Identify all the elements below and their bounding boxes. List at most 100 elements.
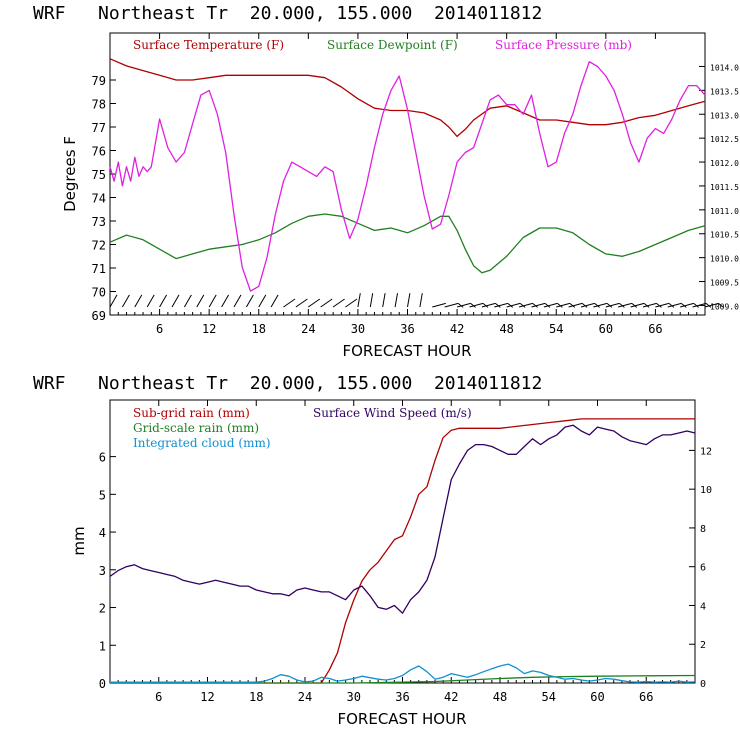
- x-tick-label: 54: [549, 322, 563, 336]
- wind-barb: [420, 293, 422, 307]
- legend-subgrid-rain: Sub-grid rain (mm): [133, 406, 250, 420]
- x-tick-label: 60: [590, 690, 604, 704]
- y-tick-label: 3: [99, 564, 106, 578]
- y-tick-label: 69: [92, 309, 106, 323]
- x-tick-label: 30: [347, 690, 361, 704]
- wind-barb: [209, 295, 216, 307]
- legend-integrated-cloud: Integrated cloud (mm): [133, 436, 271, 450]
- wind-barb: [383, 293, 385, 307]
- y-tick-label: 77: [92, 121, 106, 135]
- y-tick-label: 72: [92, 239, 106, 253]
- y-tick-label: 2: [99, 602, 106, 616]
- wind-barb: [135, 295, 142, 307]
- y2-tick-label: 1010.5: [710, 231, 739, 240]
- weather-chart: WRF Northeast Tr 20.000, 155.000 2014011…: [0, 0, 740, 740]
- x-tick-label: 60: [599, 322, 613, 336]
- x-tick-label: 48: [499, 322, 513, 336]
- y-tick-label: 6: [99, 451, 106, 465]
- top-series: [110, 59, 705, 291]
- legend-surface-wind-speed: Surface Wind Speed (m/s): [313, 406, 472, 420]
- y-tick-label: 78: [92, 98, 106, 112]
- series-line-sub-grid-rain-mm: [110, 419, 695, 683]
- wind-barb: [358, 293, 360, 307]
- y-tick-label: 76: [92, 145, 106, 159]
- y2-tick-label: 10: [700, 485, 712, 496]
- y2-tick-label: 1011.0: [710, 207, 739, 216]
- wind-barb: [296, 299, 308, 307]
- y-tick-label: 0: [99, 677, 106, 691]
- wind-barb: [271, 295, 278, 307]
- top-y-ticks: 6970717273747576777879: [92, 74, 116, 323]
- y2-tick-label: 1013.5: [710, 87, 739, 96]
- series-line-surface-pressure-mb: [110, 62, 705, 291]
- wind-barbs: [110, 293, 724, 307]
- bottom-y-ticks: 0 1 2 3 4 5 6: [99, 451, 116, 691]
- wind-barb: [172, 295, 179, 307]
- y-tick-label: 1: [99, 639, 106, 653]
- wind-barb: [370, 293, 372, 307]
- y2-tick-label: 8: [700, 524, 706, 535]
- y-tick-label: 4: [99, 526, 106, 540]
- x-tick-label: 24: [301, 322, 315, 336]
- y2-tick-label: 1012.0: [710, 159, 739, 168]
- bottom-title: WRF Northeast Tr 20.000, 155.000 2014011…: [33, 373, 542, 394]
- x-tick-label: 12: [200, 690, 214, 704]
- x-tick-label: 36: [395, 690, 409, 704]
- y2-tick-label: 12: [700, 446, 712, 457]
- wind-barb: [222, 295, 229, 307]
- wind-barb: [160, 295, 167, 307]
- y2-tick-label: 4: [700, 601, 706, 612]
- x-tick-label: 42: [444, 690, 458, 704]
- y2-tick-label: 6: [700, 563, 706, 574]
- wind-barb: [445, 303, 459, 307]
- y2-tick-label: 2: [700, 640, 706, 651]
- top-plot-frame: [110, 33, 705, 315]
- wind-barb: [234, 295, 241, 307]
- top-y-label: Degrees F: [61, 136, 79, 212]
- wind-barb: [197, 295, 204, 307]
- y-tick-label: 71: [92, 262, 106, 276]
- wind-barb: [122, 295, 129, 307]
- x-tick-label: 30: [351, 322, 365, 336]
- wind-barb: [432, 303, 446, 307]
- panel-bottom: WRF Northeast Tr 20.000, 155.000 2014011…: [33, 373, 712, 728]
- x-tick-label: 6: [156, 322, 163, 336]
- legend-surface-pressure: Surface Pressure (mb): [495, 38, 632, 52]
- bottom-y-label: mm: [70, 526, 88, 555]
- x-tick-label: 18: [249, 690, 263, 704]
- y2-tick-label: 1009.5: [710, 279, 739, 288]
- top-x-label: FORECAST HOUR: [342, 342, 471, 360]
- x-tick-label: 18: [252, 322, 266, 336]
- wind-barb: [321, 299, 333, 307]
- wind-barb: [147, 295, 154, 307]
- bottom-series: [110, 419, 695, 683]
- x-tick-label: 6: [155, 690, 162, 704]
- y-tick-label: 70: [92, 286, 106, 300]
- x-tick-label: 24: [298, 690, 312, 704]
- legend-surface-temperature: Surface Temperature (F): [133, 38, 284, 52]
- y2-tick-label: 1010.0: [710, 255, 739, 264]
- y2-tick-label: 1012.5: [710, 135, 739, 144]
- x-tick-label: 48: [493, 690, 507, 704]
- x-tick-label: 42: [450, 322, 464, 336]
- x-tick-label: 54: [542, 690, 556, 704]
- bottom-y2-ticks: 0 2 4 6 8 10 12: [689, 446, 712, 690]
- x-tick-label: 66: [648, 322, 662, 336]
- legend-surface-dewpoint: Surface Dewpoint (F): [327, 38, 458, 52]
- series-line-surface-wind-speed-m-s: [110, 425, 695, 613]
- wind-barb: [284, 299, 296, 307]
- x-tick-label: 36: [400, 322, 414, 336]
- y2-tick-label: 1011.5: [710, 183, 739, 192]
- wind-barb: [308, 299, 320, 307]
- wind-barb: [246, 295, 253, 307]
- wind-barb: [259, 295, 266, 307]
- y-tick-label: 5: [99, 488, 106, 502]
- legend-gridscale-rain: Grid-scale rain (mm): [133, 421, 259, 435]
- y-tick-label: 74: [92, 192, 106, 206]
- wind-barb: [408, 293, 410, 307]
- y2-tick-label: 1013.0: [710, 111, 739, 120]
- y2-tick-label: 0: [700, 679, 706, 690]
- y2-tick-label: 1009.0: [710, 302, 739, 311]
- bottom-x-label: FORECAST HOUR: [337, 710, 466, 728]
- panel-top: WRF Northeast Tr 20.000, 155.000 2014011…: [33, 3, 739, 360]
